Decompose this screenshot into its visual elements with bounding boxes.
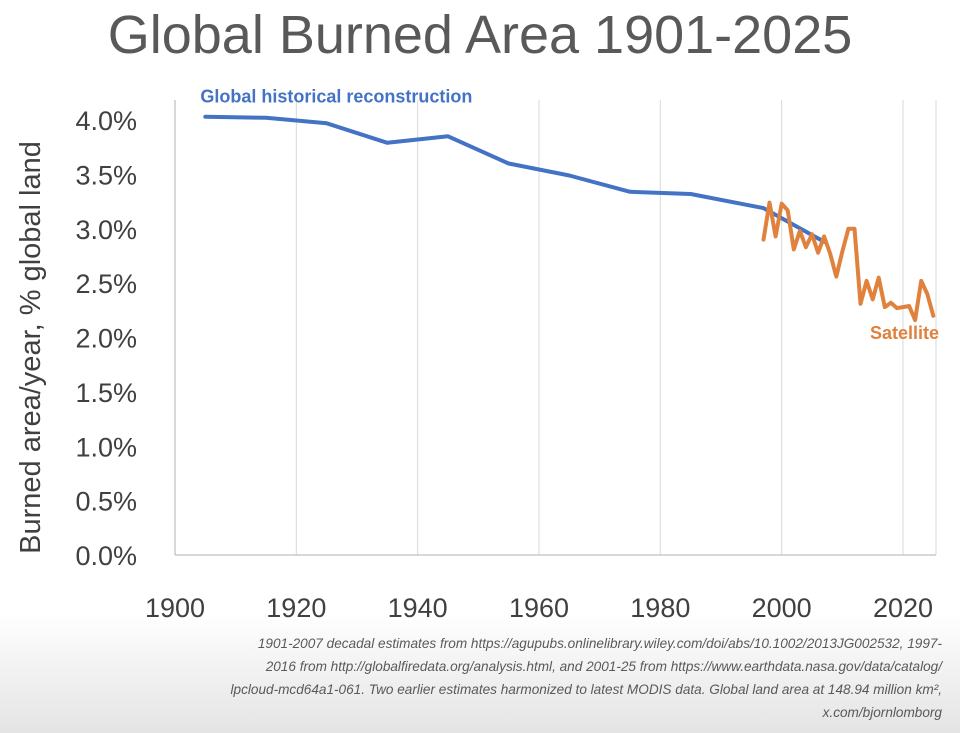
source-footnote: 1901-2007 decadal estimates from https:/… [22, 632, 943, 724]
x-tick-label: 1980 [630, 593, 690, 623]
series-label: Satellite [870, 323, 939, 343]
y-tick-label: 0.5% [75, 487, 137, 517]
y-tick-label: 1.5% [75, 378, 137, 408]
footer-shade [0, 613, 960, 733]
x-tick-label: 2000 [752, 593, 812, 623]
footnote-line: 1901-2007 decadal estimates from https:/… [257, 636, 942, 651]
x-tick-label: 2020 [873, 593, 933, 623]
series-line [203, 114, 827, 244]
series-line [761, 200, 936, 323]
y-tick-label: 2.0% [75, 324, 137, 354]
y-tick-label: 3.5% [75, 160, 137, 190]
x-tick-label: 1900 [145, 593, 205, 623]
y-tick-label: 4.0% [75, 106, 137, 136]
axes: 1900 1920 1940 1960 1980 2000 2020 0.0% 0.5% 1.0%… [75, 100, 936, 623]
x-tick-label: 1960 [509, 593, 569, 623]
y-tick-label: 2.5% [75, 269, 137, 299]
y-tick-label: 3.0% [75, 215, 137, 245]
x-tick-label: 1920 [266, 593, 326, 623]
x-tick-label: 1940 [388, 593, 448, 623]
chart-title: Global Burned Area 1901-2025 [107, 5, 853, 65]
y-axis-title: Burned area/year, % global land [15, 141, 47, 554]
footnote-line: x.com/bjornlomborg [822, 705, 942, 720]
footnote-line: lpcloud-mcd64a1-061. Two earlier estimat… [230, 682, 943, 697]
series-label: Global historical reconstruction [200, 87, 472, 107]
y-tick-label: 0.0% [75, 541, 137, 571]
footnote-line: 2016 from http://globalfiredata.org/anal… [265, 659, 942, 674]
gridlines [295, 100, 937, 555]
y-tick-label: 1.0% [75, 432, 137, 462]
series: Global historical reconstruction Satellit… [200, 87, 939, 343]
